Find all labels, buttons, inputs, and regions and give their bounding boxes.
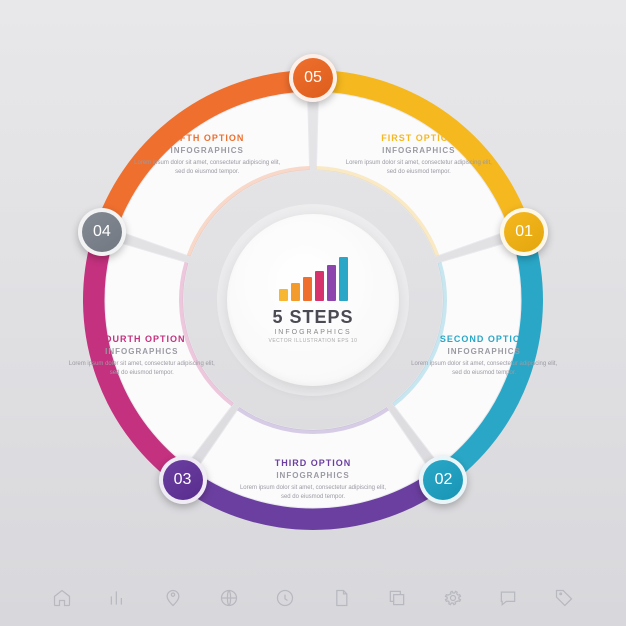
copy-icon	[383, 584, 411, 612]
segment-number-badge: 01	[500, 208, 548, 256]
center-tagline: VECTOR ILLUSTRATION EPS 10	[269, 338, 358, 344]
center-bar	[279, 289, 288, 301]
center-bar	[327, 265, 336, 301]
segment-number-badge: 03	[159, 456, 207, 504]
footer-icon-row	[0, 584, 626, 612]
pin-icon	[159, 584, 187, 612]
home-icon	[48, 584, 76, 612]
chart-icon	[104, 584, 132, 612]
tag-icon	[550, 584, 578, 612]
infographic-stage: 5 STEPS INFOGRAPHICS VECTOR ILLUSTRATION…	[73, 60, 553, 540]
doc-icon	[327, 584, 355, 612]
clock-icon	[271, 584, 299, 612]
segment-number-badge: 04	[78, 208, 126, 256]
chat-icon	[494, 584, 522, 612]
center-bar	[291, 283, 300, 301]
segment-number-badge: 02	[419, 456, 467, 504]
center-bar	[315, 271, 324, 301]
gear-icon	[439, 584, 467, 612]
center-bar	[303, 277, 312, 301]
center-title: 5 STEPS	[272, 307, 353, 328]
center-bar	[339, 257, 348, 301]
segment-number-badge: 05	[289, 54, 337, 102]
globe-icon	[215, 584, 243, 612]
center-disc: 5 STEPS INFOGRAPHICS VECTOR ILLUSTRATION…	[227, 214, 399, 386]
center-bar-chart	[279, 257, 348, 301]
center-subtitle: INFOGRAPHICS	[274, 329, 351, 336]
